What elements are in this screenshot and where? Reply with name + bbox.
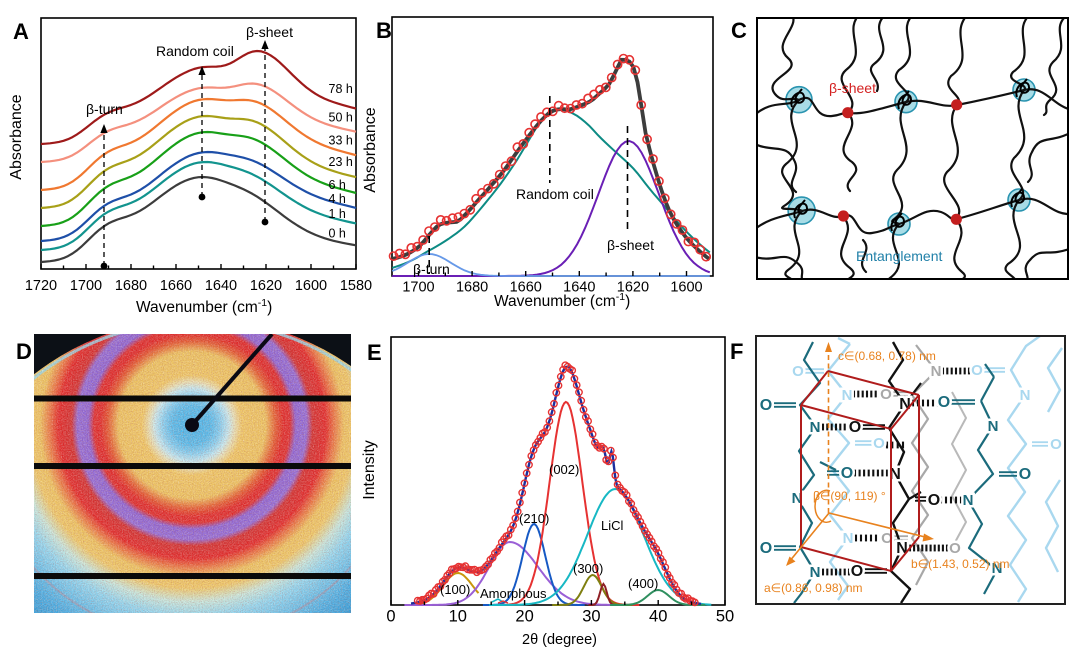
svg-text:1580: 1580 [340,278,372,294]
svg-text:1680: 1680 [115,278,147,294]
svg-text:a∈(0.86, 0.98) nm: a∈(0.86, 0.98) nm [764,581,863,595]
svg-text:N: N [963,492,974,509]
svg-text:Absorbance: Absorbance [8,94,25,179]
svg-text:N: N [1020,387,1031,404]
svg-text:1660: 1660 [160,278,192,294]
svg-text:B: B [376,18,392,43]
svg-text:O: O [760,540,772,557]
svg-text:(100): (100) [440,582,470,597]
svg-text:β-sheet: β-sheet [246,24,293,40]
svg-text:Entanglement: Entanglement [856,248,943,264]
svg-text:1620: 1620 [250,278,282,294]
svg-text:O: O [949,540,961,557]
svg-text:Intensity: Intensity [361,440,378,500]
svg-text:O: O [880,386,892,403]
svg-text:O: O [792,363,804,380]
svg-text:O: O [873,435,885,452]
svg-text:E: E [367,340,382,365]
svg-text:N: N [896,540,908,557]
svg-text:β-turn: β-turn [413,261,450,277]
svg-text:O: O [1019,466,1031,483]
svg-text:10: 10 [449,608,467,626]
svg-text:50: 50 [716,608,734,626]
svg-text:D: D [16,339,32,364]
svg-text:33 h: 33 h [329,134,353,148]
svg-text:1700: 1700 [402,280,434,296]
svg-text:N: N [842,387,853,404]
svg-text:1620: 1620 [617,280,649,296]
svg-text:O: O [849,419,861,436]
svg-text:A: A [13,19,29,44]
svg-text:40: 40 [649,608,667,626]
svg-text:N: N [843,530,854,547]
svg-text:O: O [938,394,950,411]
svg-text:O: O [851,563,863,580]
svg-text:4 h: 4 h [329,192,346,206]
svg-text:N: N [899,396,911,413]
svg-text:78 h: 78 h [329,82,353,96]
svg-text:(002): (002) [549,462,579,477]
svg-text:23 h: 23 h [329,155,353,169]
svg-text:O: O [841,465,853,482]
svg-text:1 h: 1 h [329,207,346,221]
svg-text:Absorbance: Absorbance [362,107,379,192]
svg-text:C: C [731,18,747,43]
svg-text:O: O [760,397,772,414]
svg-text:Random coil: Random coil [516,186,594,202]
svg-text:(300): (300) [573,561,603,576]
svg-text:1600: 1600 [670,280,702,296]
svg-text:Amorphous: Amorphous [480,586,547,601]
svg-text:1660: 1660 [510,280,542,296]
svg-text:N: N [810,419,821,436]
svg-text:2θ (degree): 2θ (degree) [522,632,597,648]
svg-text:β∈(90, 119) °: β∈(90, 119) ° [813,489,886,503]
svg-text:6 h: 6 h [329,178,346,192]
svg-text:c∈(0.68, 0.78) nm: c∈(0.68, 0.78) nm [838,349,936,363]
svg-text:β-sheet: β-sheet [829,80,876,96]
svg-text:O: O [971,362,983,379]
svg-text:Wavenumber (cm-1): Wavenumber (cm-1) [136,297,272,316]
svg-text:1680: 1680 [456,280,488,296]
svg-text:1720: 1720 [25,278,57,294]
svg-text:30: 30 [582,608,600,626]
svg-text:LiCl: LiCl [601,518,624,533]
svg-text:0: 0 [386,608,395,626]
svg-text:O: O [1050,436,1062,453]
svg-text:β-sheet: β-sheet [607,237,654,253]
svg-text:N: N [931,363,942,380]
svg-text:β-turn: β-turn [86,101,123,117]
svg-text:(400): (400) [628,576,658,591]
svg-text:N: N [992,560,1003,577]
svg-text:b∈(1.43, 0.52) nm: b∈(1.43, 0.52) nm [911,557,1010,571]
svg-text:1600: 1600 [295,278,327,294]
svg-text:O: O [928,492,940,509]
svg-text:F: F [730,339,743,364]
svg-text:(210): (210) [519,511,549,526]
svg-text:Random coil: Random coil [156,43,234,59]
svg-text:50 h: 50 h [329,110,353,124]
svg-text:1700: 1700 [70,278,102,294]
svg-text:Wavenumber (cm-1): Wavenumber (cm-1) [494,291,630,310]
svg-text:N: N [810,564,821,581]
svg-text:20: 20 [515,608,533,626]
svg-text:1640: 1640 [563,280,595,296]
svg-text:1640: 1640 [205,278,237,294]
svg-text:N: N [988,418,999,435]
svg-text:0 h: 0 h [329,226,346,240]
